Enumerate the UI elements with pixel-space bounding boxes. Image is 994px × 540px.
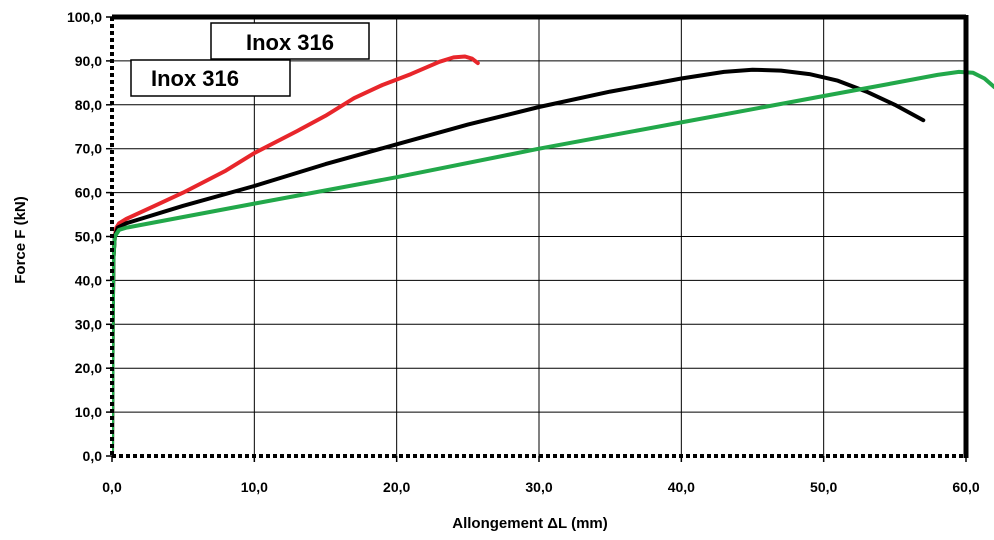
x-tick-label: 30,0 xyxy=(525,479,552,495)
x-tick-label: 60,0 xyxy=(952,479,979,495)
y-tick-label: 30,0 xyxy=(75,316,102,332)
tick-labels: 0,0 10,0 20,0 30,0 40,0 50,0 60,0 0,0 10,0 20,0 30… xyxy=(67,9,980,495)
plot-frame xyxy=(106,14,969,462)
y-tick-label: 40,0 xyxy=(75,272,102,288)
y-tick-label: 10,0 xyxy=(75,404,102,420)
x-axis-title: Allongement ΔL (mm) xyxy=(452,515,608,532)
series-layer xyxy=(112,54,994,458)
y-tick-label: 20,0 xyxy=(75,360,102,376)
y-tick-label: 0,0 xyxy=(83,448,103,464)
x-tick-label: 40,0 xyxy=(668,479,695,495)
series-line-1 xyxy=(112,54,480,458)
grid xyxy=(112,17,966,456)
y-tick-label: 70,0 xyxy=(75,141,102,157)
annotation-label-1: Inox 316 xyxy=(246,30,334,55)
annotation-box-2: Inox 316 xyxy=(130,59,291,97)
y-tick-label: 90,0 xyxy=(75,53,102,69)
y-tick-label: 100,0 xyxy=(67,9,102,25)
series-line-2 xyxy=(112,67,926,458)
annotation-label-2: Inox 316 xyxy=(151,66,239,91)
y-tick-label: 50,0 xyxy=(75,229,102,245)
y-tick-label: 80,0 xyxy=(75,97,102,113)
series-line-3 xyxy=(112,69,994,458)
y-axis-title: Force F (kN) xyxy=(12,196,29,284)
annotation-box-1: Inox 316 xyxy=(210,22,370,60)
x-tick-label: 20,0 xyxy=(383,479,410,495)
x-tick-label: 50,0 xyxy=(810,479,837,495)
y-tick-label: 60,0 xyxy=(75,185,102,201)
x-tick-label: 10,0 xyxy=(241,479,268,495)
x-tick-label: 0,0 xyxy=(102,479,122,495)
